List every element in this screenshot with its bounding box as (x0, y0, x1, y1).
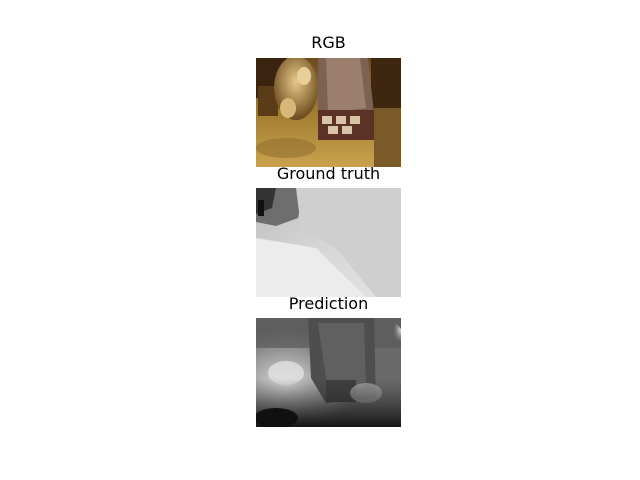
prediction-title: Prediction (288, 294, 369, 313)
ground-truth-title: Ground truth (276, 164, 381, 183)
rgb-title: RGB (311, 33, 346, 52)
ground-truth-image (256, 188, 401, 297)
prediction-image (256, 318, 401, 427)
rgb-image (256, 58, 401, 167)
